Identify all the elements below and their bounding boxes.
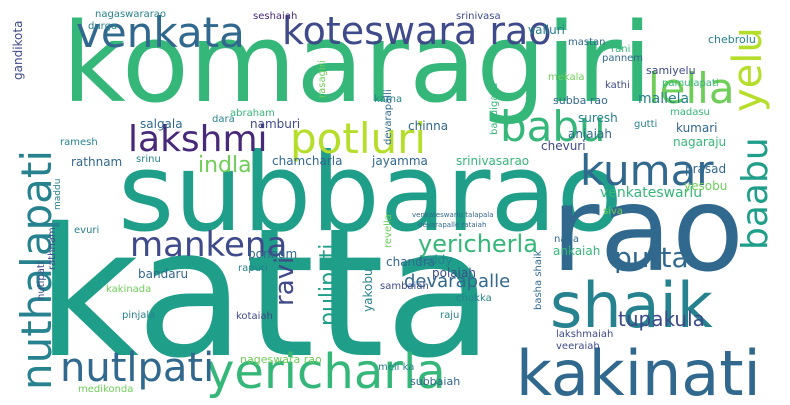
word-shaik: shaik <box>550 269 713 342</box>
word-rapuri: rapuri <box>238 263 268 274</box>
word-cloud: katta komaragiri subbarao rao kakinati s… <box>8 0 782 400</box>
word-kakinati: kakinati <box>516 337 761 401</box>
word-devarapalle: devarapalle <box>404 271 511 292</box>
word-nagaswararao: nagaswararao <box>95 9 167 20</box>
word-chukka: chukka <box>456 293 492 304</box>
word-ponnam: ponnam <box>248 247 298 261</box>
word-pannem: pannem <box>602 53 644 64</box>
word-rao: rao <box>551 160 745 298</box>
word-nutlpati-small: nutlpati <box>36 261 47 300</box>
word-revella: revella <box>383 214 394 248</box>
word-srinivasa: srinivasa <box>456 11 501 22</box>
word-medikonda: medikonda <box>78 384 134 395</box>
word-pamulapati: pamulapati <box>662 78 719 89</box>
word-komaragiri: komaragiri <box>62 0 653 127</box>
word-salgala: salgala <box>140 117 183 131</box>
word-srinivasarao: srinivasarao <box>456 154 530 168</box>
word-chandra: chandra <box>386 255 436 269</box>
word-venkateswarlu-talapala: venkateswarlu talapala <box>412 211 494 219</box>
word-anjaiah: anjaiah <box>568 127 612 141</box>
word-yesobu: yesobu <box>684 179 728 193</box>
word-yakobu: yakobu <box>361 268 375 312</box>
word-reddy: reddy <box>418 253 453 267</box>
word-nagaraju: nagaraju <box>673 135 727 149</box>
word-putta: putta <box>614 241 689 274</box>
word-chinna: chinna <box>408 119 449 133</box>
word-kakinada: kakinada <box>106 284 152 295</box>
word-devarapalli: devarapalli <box>383 89 394 145</box>
word-gutti: gutti <box>634 119 658 130</box>
word-lakshmaiah: lakshmaiah <box>556 329 614 340</box>
word-rasagiri: rasagiri <box>317 60 328 98</box>
word-polaiah: polaiah <box>432 266 476 280</box>
word-raju: raju <box>440 310 460 321</box>
word-meli-ka: meli ka <box>378 362 415 373</box>
word-madasu: madasu <box>670 107 710 118</box>
word-nutlpati: nutlpati <box>60 345 215 391</box>
word-mallela: mallela <box>638 91 690 107</box>
word-pulipati: pulipati <box>316 243 341 326</box>
word-potluri: potluri <box>290 114 427 163</box>
word-valluri: valluri <box>528 23 565 37</box>
word-rathnam: rathnam <box>71 155 123 169</box>
word-dara: dara <box>212 114 235 125</box>
word-durga: durga <box>88 21 118 32</box>
word-abraham: abraham <box>230 108 275 119</box>
word-chamcharla: chamcharla <box>272 154 343 168</box>
word-subba-rao: subba rao <box>553 94 608 107</box>
word-samiyelu: samiyelu <box>646 64 696 77</box>
word-kumari: kumari <box>676 121 718 135</box>
word-kotaiah: kotaiah <box>236 311 273 322</box>
word-yericherla: yericherla <box>418 230 538 258</box>
word-bandigalla: bandigalla <box>489 82 500 135</box>
word-ramesh: ramesh <box>60 137 98 148</box>
word-basha-shaik: basha shaik <box>533 250 544 310</box>
word-evuri: evuri <box>74 225 100 236</box>
word-suresh: suresh <box>578 111 618 125</box>
word-sambaiah: sambaiah <box>380 281 429 292</box>
word-subbarao: subbarao <box>118 131 623 256</box>
word-naga: naga <box>554 234 579 245</box>
word-rani: rani <box>611 44 631 55</box>
word-gandikota: gandikota <box>11 20 25 80</box>
word-mekala: mekala <box>548 72 585 83</box>
word-indla: indla <box>198 153 252 178</box>
word-nageswara-rao: nageswara rao <box>240 353 322 366</box>
word-venkateswarlu: venkateswarlu <box>600 185 703 201</box>
word-tupakula: tupakula <box>618 307 705 331</box>
word-rathnam-small: rathnam <box>47 227 58 270</box>
word-ankaiah: ankaiah <box>553 244 601 258</box>
word-venkata: venkata <box>76 8 245 57</box>
word-devarapalle-rataiah: devarapalle rataiah <box>418 221 487 229</box>
word-bandaru: bandaru <box>138 267 189 281</box>
word-chebrolu: chebrolu <box>708 33 756 46</box>
word-baabu: baabu <box>735 137 776 250</box>
word-veeraiah: veeraiah <box>556 341 600 352</box>
word-pinjala: pinjala <box>122 310 156 321</box>
word-lakshmi: lakshmi <box>128 119 268 160</box>
word-kumar: kumar <box>580 146 714 195</box>
word-srinu: srinu <box>136 154 161 165</box>
word-koteswara-rao: koteswara rao <box>282 9 552 53</box>
word-siva: siva <box>603 206 624 217</box>
word-karna: karna <box>374 94 403 105</box>
word-subbaiah: subbaiah <box>410 375 461 388</box>
word-mankena: mankena <box>130 225 288 265</box>
word-prasad: prasad <box>685 162 727 176</box>
word-kathi: kathi <box>605 80 630 91</box>
word-chevuri: chevuri <box>541 139 586 153</box>
word-ravi: ravi <box>270 256 300 306</box>
word-namburi: namburi <box>250 117 301 131</box>
word-jayamma: jayamma <box>372 154 428 168</box>
word-lella: lella <box>648 64 735 113</box>
word-babu: babu <box>500 102 606 151</box>
word-yericharla: yericharla <box>206 344 446 400</box>
word-maddu: maddu <box>53 178 63 210</box>
word-katta: katta <box>36 190 494 397</box>
word-mastan: mastan <box>568 37 606 48</box>
word-seshaiah: seshaiah <box>253 11 298 22</box>
